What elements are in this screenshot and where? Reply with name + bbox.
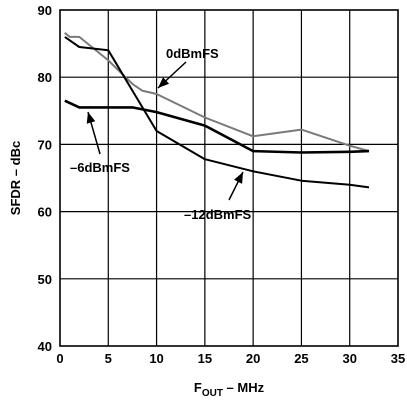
annotation-6dbmfs: –6dBmFS xyxy=(70,160,130,175)
y-tick-label: 90 xyxy=(38,3,52,18)
annotation-0dbmfs: 0dBmFS xyxy=(166,46,219,61)
series-line-6dbmfs xyxy=(64,99,370,154)
arrow-6dbmfs xyxy=(86,111,101,155)
x-axis-title: FOUT – MHz xyxy=(194,380,265,399)
plot-frame xyxy=(59,9,399,347)
series-layer xyxy=(64,32,370,201)
annotation-12dbmfs: –12dBmFS xyxy=(184,207,252,222)
x-tick-label: 10 xyxy=(149,351,163,366)
series-line-0dbmfs xyxy=(64,32,370,153)
arrow-0dbmfs xyxy=(157,61,187,89)
x-tick-label: 0 xyxy=(56,351,63,366)
x-tick-label: 20 xyxy=(246,351,260,366)
y-tick-label: 50 xyxy=(38,272,52,287)
tick-label-layer: 0 5 10 15 20 25 30 35 40 50 60 70 80 90 xyxy=(38,3,406,366)
x-tick-label: 15 xyxy=(198,351,212,366)
x-tick-label: 5 xyxy=(105,351,112,366)
y-axis-title: SFDR – dBc xyxy=(8,141,23,215)
y-tick-label: 70 xyxy=(38,137,52,152)
series-line-12dbmfs xyxy=(64,36,370,189)
y-tick-label: 40 xyxy=(38,339,52,354)
x-tick-label: 35 xyxy=(391,351,405,366)
x-tick-label: 25 xyxy=(294,351,308,366)
grid-layer xyxy=(60,10,398,346)
arrow-12dbmfs xyxy=(228,171,244,201)
x-tick-label: 30 xyxy=(342,351,356,366)
y-tick-label: 60 xyxy=(38,205,52,220)
y-tick-label: 80 xyxy=(38,70,52,85)
